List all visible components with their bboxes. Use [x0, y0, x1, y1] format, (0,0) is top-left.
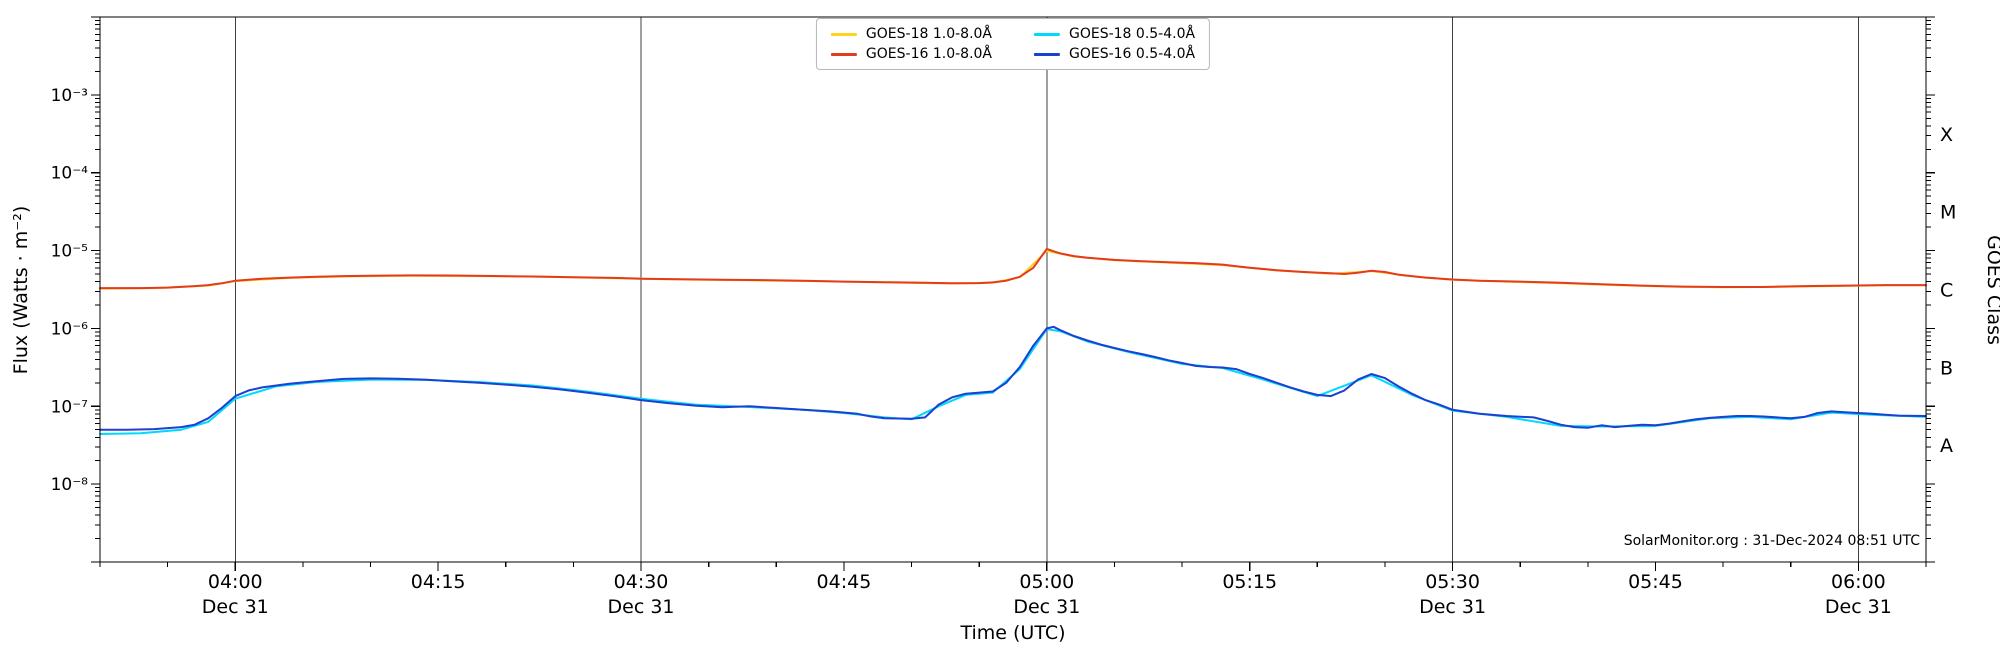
series-line-goes16-short — [99, 325, 1927, 431]
goes16-short-line-swatch — [1034, 52, 1060, 56]
svg-text:10⁻⁸: 10⁻⁸ — [51, 475, 89, 495]
legend: GOES-18 1.0-8.0Å GOES-18 0.5-4.0Å GOES-1… — [815, 18, 1211, 70]
legend-item-goes16-long: GOES-16 1.0-8.0Å — [830, 46, 992, 62]
series-line-goes18-long — [99, 249, 1927, 290]
svg-text:10⁻⁷: 10⁻⁷ — [51, 397, 89, 417]
axis-ticks — [91, 16, 1935, 571]
svg-text:C: C — [1940, 280, 1953, 302]
legend-label-goes18-short: GOES-18 0.5-4.0Å — [1069, 26, 1196, 42]
svg-text:M: M — [1940, 202, 1956, 224]
legend-item-goes18-short: GOES-18 0.5-4.0Å — [1034, 26, 1195, 42]
x-axis-label: Time (UTC) — [959, 622, 1065, 644]
svg-text:04:00: 04:00 — [208, 571, 263, 593]
svg-text:05:00: 05:00 — [1019, 571, 1074, 593]
svg-text:10⁻⁶: 10⁻⁶ — [51, 319, 89, 339]
right-axis-label: GOES Class — [1983, 235, 2000, 345]
goes18-short-line-swatch — [1034, 32, 1060, 36]
goes16-long-line-swatch — [830, 52, 857, 56]
svg-text:05:15: 05:15 — [1222, 571, 1277, 593]
svg-text:04:30: 04:30 — [614, 571, 669, 593]
svg-text:X: X — [1940, 124, 1953, 146]
svg-text:Dec 31: Dec 31 — [608, 596, 675, 618]
svg-text:A: A — [1940, 435, 1953, 457]
svg-text:10⁻⁵: 10⁻⁵ — [51, 242, 88, 262]
series-lines — [99, 247, 1927, 435]
svg-text:05:30: 05:30 — [1425, 571, 1480, 593]
svg-text:04:15: 04:15 — [411, 571, 466, 593]
svg-text:Dec 31: Dec 31 — [202, 596, 269, 618]
source-annotation: SolarMonitor.org : 31-Dec-2024 08:51 UTC — [1623, 533, 1920, 549]
series-line-goes16-long — [99, 247, 1927, 290]
axis-tick-labels: 04:00 Dec 31 04:15 04:30 Dec 31 04:45 05:00 Dec… — [51, 86, 1892, 618]
svg-text:10⁻³: 10⁻³ — [51, 86, 88, 106]
legend-label-goes16-short: GOES-16 0.5-4.0Å — [1069, 46, 1196, 62]
legend-item-goes16-short: GOES-16 0.5-4.0Å — [1034, 46, 1195, 62]
svg-text:10⁻⁴: 10⁻⁴ — [51, 164, 89, 184]
legend-label-goes16-long: GOES-16 1.0-8.0Å — [865, 46, 992, 62]
svg-text:05:45: 05:45 — [1628, 571, 1683, 593]
date-gridlines — [234, 17, 1859, 562]
svg-text:Dec 31: Dec 31 — [1013, 596, 1080, 618]
goes-class-letters: X M C B A — [1940, 124, 1956, 457]
svg-text:06:00: 06:00 — [1831, 571, 1886, 593]
goes18-long-line-swatch — [830, 32, 857, 36]
y-axis-label: Flux (Watts · m⁻²) — [10, 206, 32, 375]
plot-border — [99, 16, 1927, 563]
svg-text:Dec 31: Dec 31 — [1419, 596, 1486, 618]
svg-text:B: B — [1940, 357, 1953, 379]
svg-text:Dec 31: Dec 31 — [1825, 596, 1892, 618]
series-line-goes18-short — [99, 328, 1927, 435]
legend-item-goes18-long: GOES-18 1.0-8.0Å — [830, 26, 992, 42]
svg-text:04:45: 04:45 — [817, 571, 872, 593]
legend-label-goes18-long: GOES-18 1.0-8.0Å — [865, 26, 992, 42]
